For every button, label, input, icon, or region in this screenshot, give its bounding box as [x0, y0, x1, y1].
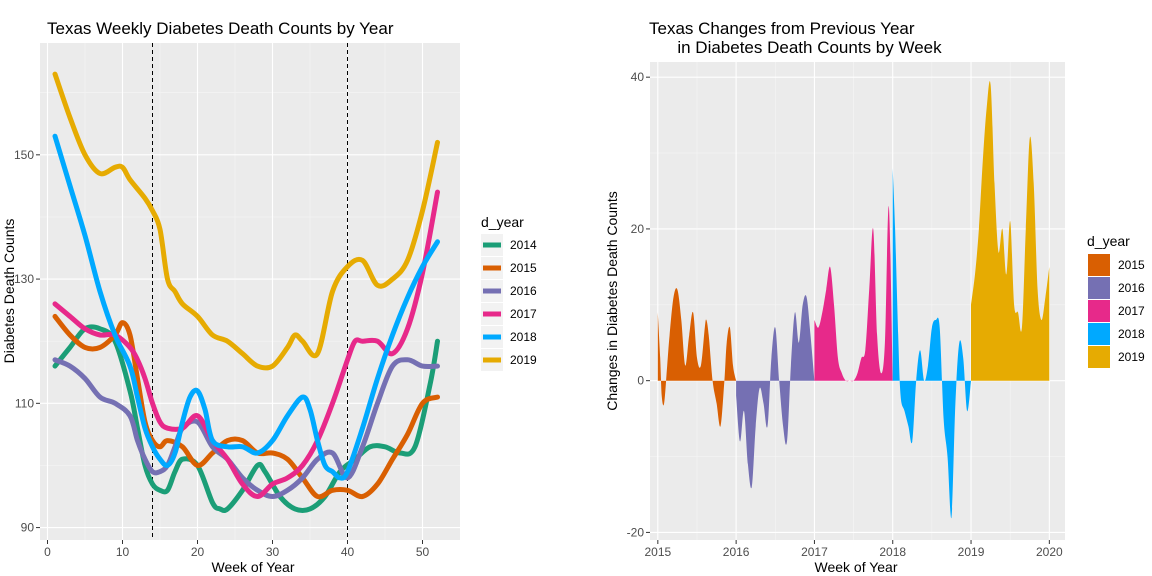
legend-label-2018: 2018	[510, 330, 537, 344]
series-area-2019	[971, 81, 1050, 381]
y-axis-ticks-left: 90 110 130 150	[14, 148, 40, 535]
y-tick-label: 0	[637, 374, 644, 388]
x-tick-label: 20	[191, 545, 205, 559]
x-tick-label: 30	[266, 545, 280, 559]
legend-label-2016: 2016	[1118, 281, 1145, 295]
chart-title-left: Texas Weekly Diabetes Death Counts by Ye…	[47, 19, 394, 38]
x-axis-label-left: Week of Year	[211, 559, 294, 575]
legend-key-2015	[1088, 254, 1110, 276]
series-line-2017	[52, 189, 440, 499]
y-axis-ticks-right: -20 0 20 40	[627, 70, 650, 539]
legend-title-right: d_year	[1087, 233, 1130, 249]
legend-key-2019	[1088, 346, 1110, 368]
legend-label-2017: 2017	[1118, 304, 1145, 318]
legend-right: d_year 2015 2016 2017 2018 2019	[1087, 233, 1145, 368]
legend-key-2016	[1088, 277, 1110, 299]
legend-label-2015: 2015	[510, 261, 537, 275]
series-lines-left	[52, 71, 440, 514]
reference-lines-left	[152, 43, 348, 540]
x-tick-label: 2015	[644, 545, 671, 559]
legend-label-2019: 2019	[510, 353, 537, 367]
legend-label-2018: 2018	[1118, 327, 1145, 341]
legend-label-2017: 2017	[510, 307, 537, 321]
legend-left: d_year 2014 2015 2016 2017 2018 2019	[479, 214, 543, 371]
series-line-2018	[52, 133, 440, 481]
x-tick-label: 10	[116, 545, 130, 559]
x-tick-label: 2019	[958, 545, 985, 559]
y-tick-label: 150	[14, 148, 34, 162]
legend-label-2016: 2016	[510, 284, 537, 298]
legend-label-2014: 2014	[510, 238, 537, 252]
x-tick-label: 2017	[801, 545, 828, 559]
chart-title-right-line2: in Diabetes Death Counts by Week	[649, 38, 942, 57]
legend-label-2015: 2015	[1118, 258, 1145, 272]
x-tick-label: 40	[341, 545, 355, 559]
legend-label-2019: 2019	[1118, 350, 1145, 364]
x-axis-label-right: Week of Year	[814, 559, 897, 575]
plot-background-left	[40, 43, 460, 540]
x-tick-label: 2018	[879, 545, 906, 559]
chart-title-right-line1: Texas Changes from Previous Year	[649, 19, 915, 38]
y-axis-label-left: Diabetes Death Counts	[1, 219, 17, 364]
x-axis-ticks-left: 0 10 20 30 40 50	[44, 540, 429, 559]
series-area-2017	[814, 205, 893, 382]
y-tick-label: 90	[21, 521, 35, 535]
y-tick-label: 130	[14, 272, 34, 286]
y-tick-label: -20	[627, 525, 645, 539]
legend-title-left: d_year	[481, 214, 524, 230]
legend-key-2017	[1088, 300, 1110, 322]
x-tick-label: 2020	[1036, 545, 1063, 559]
x-tick-label: 50	[416, 545, 430, 559]
legend-key-2018	[1088, 323, 1110, 345]
y-axis-label-right: Changes in Diabetes Death Counts	[604, 191, 620, 410]
left-panel: Texas Weekly Diabetes Death Counts by Ye…	[1, 19, 543, 575]
y-tick-label: 20	[631, 222, 645, 236]
y-tick-label: 110	[15, 396, 34, 410]
series-area-2015	[657, 288, 737, 427]
series-area-2016	[736, 295, 815, 489]
series-line-2014	[52, 324, 440, 514]
series-area-2018	[892, 168, 971, 519]
x-tick-label: 0	[44, 545, 51, 559]
x-axis-ticks-right: 2015 2016 2017 2018 2019 2020	[644, 540, 1063, 559]
right-panel: Texas Changes from Previous Year in Diab…	[604, 19, 1145, 575]
x-tick-label: 2016	[723, 545, 750, 559]
series-areas-right	[657, 81, 1050, 519]
y-tick-label: 40	[631, 70, 645, 84]
series-line-2019	[52, 71, 440, 371]
